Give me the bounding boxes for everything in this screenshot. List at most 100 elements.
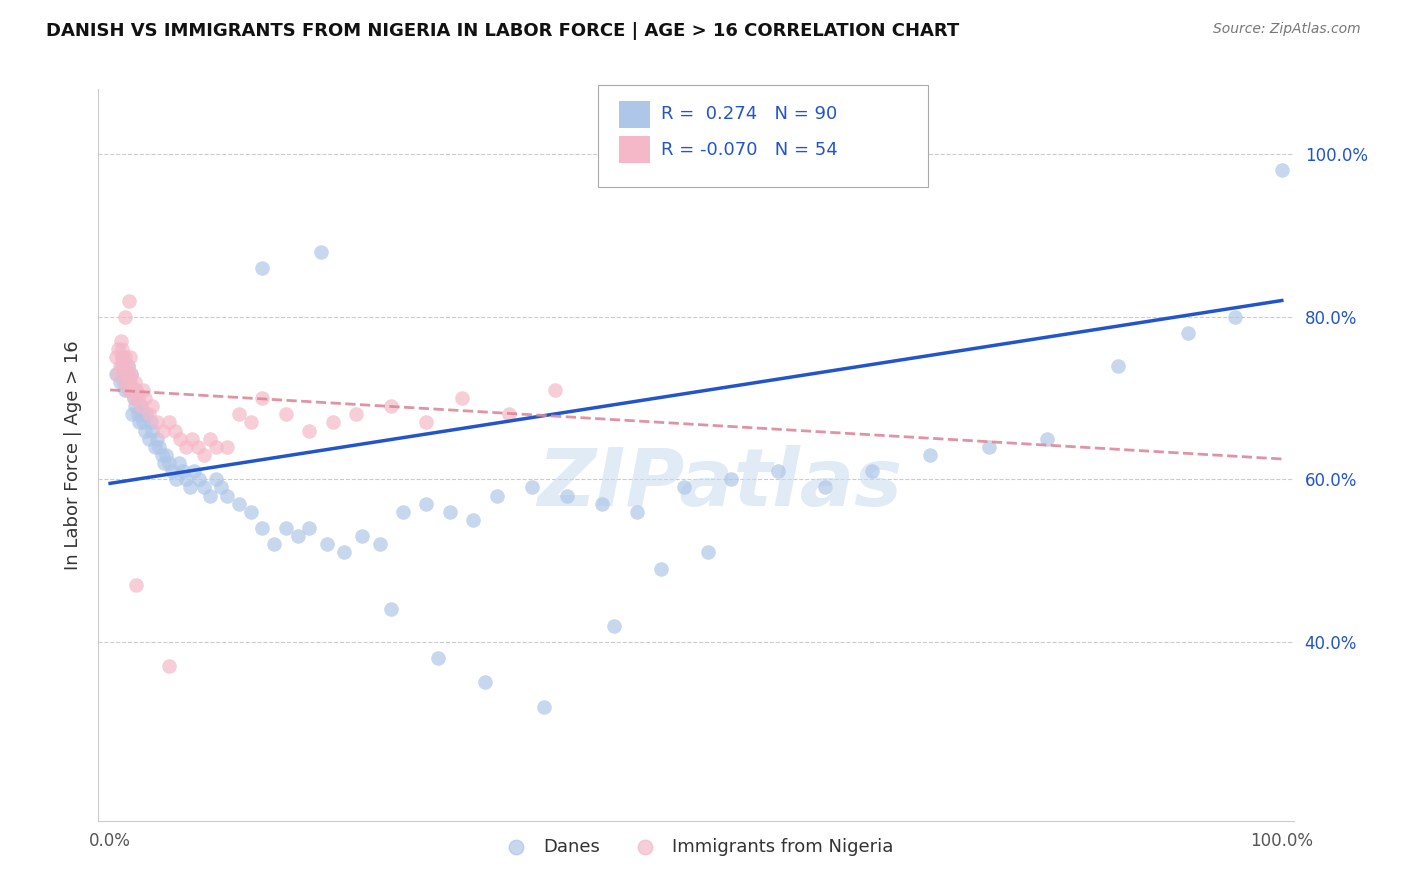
Point bbox=[696, 545, 718, 559]
Point bbox=[1177, 326, 1199, 340]
Point bbox=[146, 432, 169, 446]
Point bbox=[114, 310, 136, 324]
Point bbox=[112, 359, 135, 373]
Point bbox=[316, 537, 339, 551]
Point bbox=[115, 367, 138, 381]
Text: Source: ZipAtlas.com: Source: ZipAtlas.com bbox=[1213, 22, 1361, 37]
Point bbox=[274, 407, 297, 421]
Point bbox=[603, 618, 626, 632]
Point bbox=[108, 359, 131, 373]
Point bbox=[217, 440, 239, 454]
Point bbox=[127, 391, 149, 405]
Text: R = -0.070   N = 54: R = -0.070 N = 54 bbox=[661, 141, 838, 159]
Point bbox=[117, 383, 139, 397]
Point bbox=[298, 521, 321, 535]
Point bbox=[132, 416, 155, 430]
Point bbox=[474, 675, 496, 690]
Point bbox=[120, 367, 142, 381]
Point bbox=[157, 416, 180, 430]
Point bbox=[117, 359, 139, 373]
Point bbox=[193, 480, 215, 494]
Point bbox=[152, 424, 174, 438]
Point bbox=[107, 343, 129, 357]
Point bbox=[125, 383, 148, 397]
Point bbox=[814, 480, 837, 494]
Point bbox=[274, 521, 297, 535]
Point bbox=[172, 464, 194, 478]
Point bbox=[169, 432, 191, 446]
Point bbox=[187, 440, 209, 454]
Point bbox=[120, 351, 141, 365]
Text: ZIPatlas: ZIPatlas bbox=[537, 445, 903, 524]
Point bbox=[298, 424, 321, 438]
Point bbox=[239, 416, 262, 430]
Point bbox=[239, 505, 262, 519]
Point bbox=[141, 399, 163, 413]
Point bbox=[650, 562, 672, 576]
Point bbox=[128, 416, 150, 430]
Point bbox=[533, 699, 555, 714]
Point bbox=[252, 521, 274, 535]
Point bbox=[183, 464, 205, 478]
Point bbox=[111, 351, 134, 365]
Point bbox=[463, 513, 485, 527]
Point bbox=[766, 464, 789, 478]
Point bbox=[125, 383, 148, 397]
Point bbox=[141, 416, 163, 430]
Point bbox=[181, 432, 204, 446]
Point bbox=[155, 448, 177, 462]
Point bbox=[121, 383, 143, 397]
Point bbox=[427, 651, 450, 665]
Point bbox=[105, 367, 128, 381]
Point bbox=[122, 391, 145, 405]
Point bbox=[1271, 163, 1294, 178]
Point bbox=[380, 602, 402, 616]
Point bbox=[132, 383, 155, 397]
Point bbox=[121, 407, 143, 421]
Point bbox=[450, 391, 472, 405]
Point bbox=[111, 343, 134, 357]
Point bbox=[188, 472, 211, 486]
Point bbox=[129, 399, 152, 413]
Point bbox=[117, 367, 139, 381]
Point bbox=[162, 464, 183, 478]
Point bbox=[198, 489, 221, 503]
Point bbox=[392, 505, 415, 519]
Point bbox=[860, 464, 883, 478]
Legend: Danes, Immigrants from Nigeria: Danes, Immigrants from Nigeria bbox=[491, 830, 901, 863]
Point bbox=[120, 375, 141, 389]
Point bbox=[211, 480, 233, 494]
Point bbox=[439, 505, 461, 519]
Point bbox=[125, 578, 148, 592]
Point bbox=[118, 383, 141, 397]
Point bbox=[157, 456, 180, 470]
Point bbox=[112, 367, 135, 381]
Point bbox=[322, 416, 344, 430]
Point bbox=[1107, 359, 1129, 373]
Point bbox=[415, 497, 437, 511]
Point bbox=[352, 529, 374, 543]
Point bbox=[555, 489, 578, 503]
Point bbox=[198, 432, 221, 446]
Point bbox=[344, 407, 367, 421]
Point bbox=[148, 440, 170, 454]
Point bbox=[118, 375, 141, 389]
Point bbox=[134, 391, 156, 405]
Point bbox=[165, 472, 187, 486]
Text: DANISH VS IMMIGRANTS FROM NIGERIA IN LABOR FORCE | AGE > 16 CORRELATION CHART: DANISH VS IMMIGRANTS FROM NIGERIA IN LAB… bbox=[46, 22, 960, 40]
Point bbox=[193, 448, 215, 462]
Point bbox=[131, 407, 153, 421]
Point bbox=[977, 440, 1000, 454]
Point bbox=[174, 440, 197, 454]
Point bbox=[150, 448, 173, 462]
Point bbox=[108, 375, 131, 389]
Point bbox=[127, 407, 149, 421]
Point bbox=[626, 505, 648, 519]
Point bbox=[380, 399, 402, 413]
Point bbox=[143, 440, 166, 454]
Point bbox=[117, 359, 139, 373]
Point bbox=[134, 424, 156, 438]
Point bbox=[498, 407, 520, 421]
Point bbox=[111, 359, 134, 373]
Point bbox=[115, 375, 138, 389]
